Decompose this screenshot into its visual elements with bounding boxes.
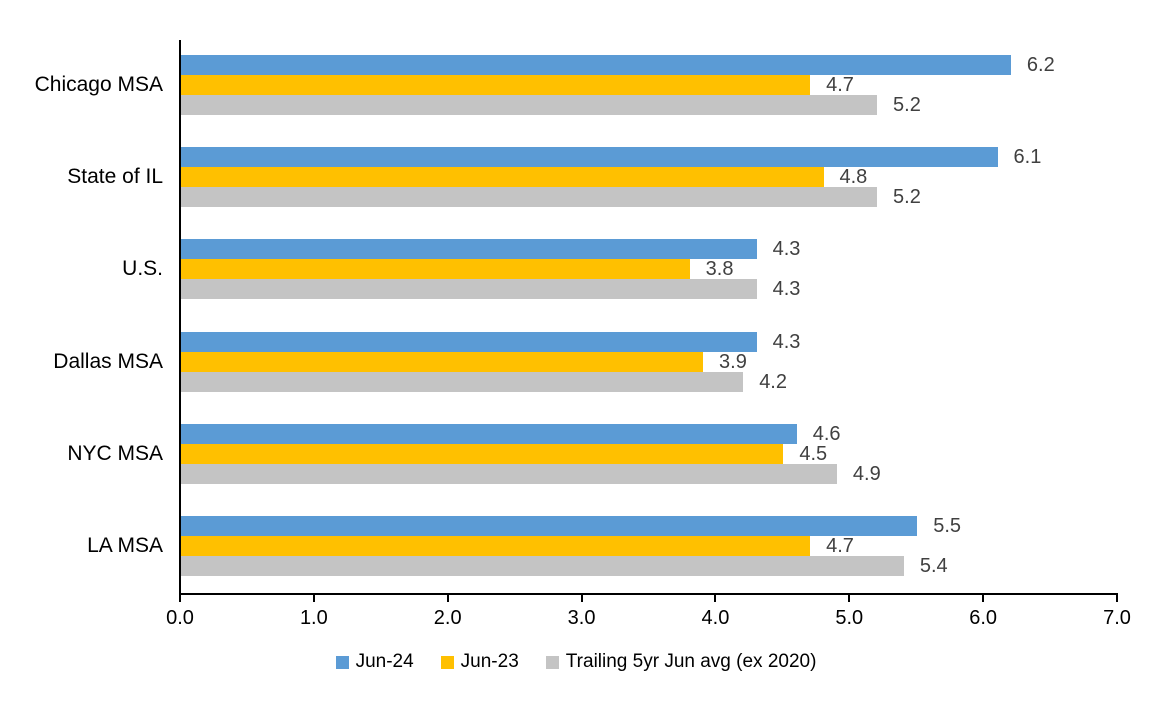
value-label: 4.7	[826, 74, 854, 96]
data-bar	[181, 351, 704, 372]
data-bar	[181, 443, 784, 464]
legend-item: Jun-24	[335, 651, 414, 673]
legend-swatch-icon	[440, 655, 454, 669]
category-label: State of IL	[67, 165, 163, 189]
value-label: 3.9	[719, 350, 747, 373]
x-axis-tick	[312, 595, 315, 602]
value-label: 4.3	[772, 238, 801, 261]
legend-item: Trailing 5yr Jun avg (ex 2020)	[545, 651, 817, 673]
value-label: 5.4	[919, 554, 948, 577]
value-label: 5.2	[893, 94, 921, 116]
data-bar	[181, 331, 757, 352]
legend-label: Jun-24	[355, 651, 414, 672]
value-label: 6.2	[1026, 54, 1055, 76]
x-axis-tick-label: 1.0	[299, 607, 328, 629]
value-label: 3.8	[705, 258, 734, 281]
data-bar	[181, 187, 878, 208]
category-label: U.S.	[122, 257, 163, 281]
category-label: Chicago MSA	[34, 73, 163, 96]
x-axis-tick	[580, 595, 583, 602]
x-axis	[179, 593, 1118, 595]
category-label: NYC MSA	[67, 441, 163, 465]
category-label: Dallas MSA	[53, 349, 163, 373]
x-axis-tick	[848, 595, 851, 602]
value-label: 5.5	[933, 514, 962, 537]
value-label: 4.9	[852, 462, 881, 485]
category-label: LA MSA	[87, 533, 163, 557]
x-axis-tick-label: 0.0	[166, 607, 194, 629]
x-axis-tick	[1116, 595, 1118, 602]
value-label: 4.2	[759, 370, 787, 393]
data-bar	[181, 75, 811, 95]
value-label: 4.5	[799, 442, 828, 465]
data-bar	[181, 55, 1011, 75]
data-bar	[181, 259, 690, 280]
data-bar	[181, 95, 878, 115]
x-axis-tick	[982, 595, 985, 602]
data-bar	[181, 463, 837, 484]
data-bar	[181, 167, 824, 188]
data-bar	[181, 371, 744, 392]
value-label: 6.1	[1013, 146, 1042, 169]
legend-label: Trailing 5yr Jun avg (ex 2020)	[565, 651, 817, 672]
x-axis-tick	[714, 595, 717, 602]
x-axis-tick-label: 2.0	[433, 607, 462, 629]
value-label: 4.3	[772, 330, 801, 353]
y-axis	[179, 40, 181, 595]
x-axis-tick-label: 3.0	[567, 607, 596, 629]
x-axis-tick	[179, 595, 181, 602]
legend-item: Jun-23	[440, 651, 519, 673]
value-label: 4.8	[839, 166, 868, 189]
legend-label: Jun-23	[460, 651, 519, 672]
data-bar	[181, 555, 904, 576]
data-bar	[181, 423, 797, 444]
x-axis-tick-label: 6.0	[969, 607, 998, 629]
legend-swatch-icon	[545, 655, 559, 669]
data-bar	[181, 239, 757, 260]
value-label: 4.3	[772, 278, 801, 301]
value-label: 5.2	[893, 186, 921, 209]
x-axis-tick	[446, 595, 449, 602]
value-label: 4.6	[812, 422, 841, 445]
legend-swatch-icon	[335, 655, 349, 669]
data-bar	[181, 147, 998, 168]
legend: Jun-24 Jun-23 Trailing 5yr Jun avg (ex 202…	[0, 651, 1152, 673]
x-axis-tick-label: 5.0	[835, 607, 864, 629]
x-axis-tick-label: 7.0	[1103, 607, 1131, 629]
data-bar	[181, 535, 811, 556]
data-bar	[181, 515, 918, 536]
x-axis-tick-label: 4.0	[701, 607, 730, 629]
data-bar	[181, 279, 757, 300]
value-label: 4.7	[826, 534, 854, 557]
